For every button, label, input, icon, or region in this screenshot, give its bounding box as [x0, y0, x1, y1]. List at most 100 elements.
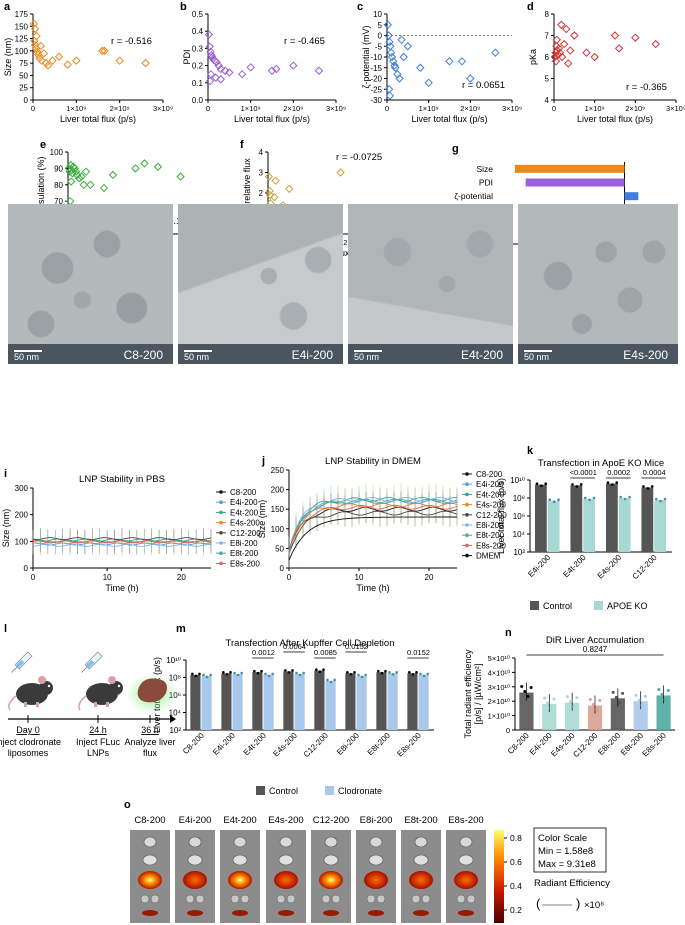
bar — [294, 674, 305, 730]
data-point — [582, 48, 591, 57]
y-tick-label: -15 — [370, 64, 382, 73]
organ-lung — [368, 854, 384, 866]
y-tick-label: 0 — [378, 32, 383, 41]
data-dot — [646, 487, 650, 490]
data-dot — [611, 690, 615, 694]
data-point — [314, 66, 324, 75]
data-point — [561, 24, 571, 34]
scale-bar-label: 50 nm — [14, 352, 40, 362]
y-tick-label: 8 — [545, 10, 550, 19]
y-axis-label: Total radiant efficiency — [463, 649, 473, 738]
y-tick-label: 4 — [545, 96, 550, 105]
tem-label: E4s-200 — [623, 348, 668, 362]
scale-tick-label: 0.2 — [510, 905, 522, 915]
y-tick-label: 10² — [169, 726, 181, 735]
data-point — [176, 172, 185, 181]
panel-letter: b — [180, 1, 187, 13]
organ-kidney — [185, 894, 195, 904]
legend-marker — [465, 513, 469, 517]
correlation-annotation: r = -0.0725 — [336, 152, 382, 163]
data-dot — [650, 485, 654, 488]
data-dot — [364, 673, 367, 677]
p-value-label: 0.0152 — [407, 648, 430, 657]
organ-lung — [413, 854, 429, 866]
y-tick-label: -20 — [370, 75, 382, 84]
bar — [263, 674, 274, 730]
y-tick-label: 5 — [545, 75, 550, 84]
bar — [221, 673, 232, 730]
p-value-label: 0.0012 — [252, 648, 275, 657]
bar — [624, 192, 639, 201]
data-point — [140, 159, 149, 168]
organ-liver — [409, 871, 433, 889]
syringe-fluid — [85, 659, 95, 669]
y-tick-label: 0.3 — [192, 44, 204, 53]
data-point — [206, 69, 216, 79]
y-tick-label: 100 — [15, 537, 29, 546]
data-dot — [302, 671, 305, 675]
ivis-label: E4s-200 — [268, 815, 303, 826]
correlation-annotation: r = -0.365 — [626, 82, 667, 93]
organ-lung — [187, 854, 203, 866]
p-value-label: 0.0002 — [607, 468, 630, 477]
data-point — [614, 44, 624, 53]
legend-marker — [219, 500, 223, 505]
panel-n: n DiR Liver Accumulation 0 1×10¹⁰ 2×10¹⁰ 3×10… — [463, 627, 675, 759]
data-dot — [617, 700, 621, 704]
legend-label: E4s-200 — [476, 501, 506, 510]
ivis-strip — [130, 830, 170, 923]
data-point — [131, 164, 140, 173]
schematic-day: 24 h — [89, 725, 107, 735]
data-dot — [552, 697, 556, 701]
x-tick-label: E4s-200 — [596, 553, 624, 581]
bar — [618, 498, 631, 552]
bar — [314, 670, 325, 730]
panel-j: j LNP Stability in DMEM 0 50 100 150 200 250 0 10… — [257, 455, 507, 593]
data-dot — [523, 690, 527, 694]
data-dot — [619, 495, 623, 499]
y-tick-label: 50 — [19, 71, 28, 80]
scale-bar — [184, 350, 212, 352]
series-line — [288, 498, 458, 554]
data-dot — [357, 673, 360, 677]
data-point — [399, 52, 408, 62]
bar — [565, 702, 580, 730]
data-dot — [552, 500, 556, 504]
data-dot — [591, 703, 595, 707]
legend-marker — [219, 541, 223, 545]
tem-label: E4t-200 — [460, 348, 503, 362]
ivis-strip — [220, 830, 260, 923]
panel-k: k Transfection in ApoE KO Mice 10² 10⁴ 10⁶ 10… — [496, 445, 672, 611]
data-dot — [271, 672, 274, 676]
y-tick-label: 125 — [15, 35, 29, 44]
bar — [583, 498, 596, 552]
organ-lung — [278, 854, 294, 866]
organ-kidney — [195, 894, 205, 904]
series-line — [288, 516, 457, 561]
legend-label: C8-200 — [230, 488, 257, 497]
tem-image: 50 nm E4i-200 — [178, 204, 343, 364]
data-dot — [663, 497, 667, 501]
data-point — [98, 46, 107, 56]
schematic-text: flux — [143, 748, 158, 758]
data-point — [29, 19, 39, 29]
y-tick-label: 1×10¹⁰ — [488, 712, 510, 721]
legend-marker — [219, 510, 223, 515]
data-dot — [575, 696, 579, 700]
data-dot — [526, 695, 530, 699]
data-point — [383, 20, 393, 29]
x-tick-label: 10 — [355, 573, 364, 582]
y-tick-label: 0.2 — [192, 62, 204, 71]
scale-bar-label: 50 nm — [184, 352, 210, 362]
y-tick-label: -30 — [370, 96, 382, 105]
data-point — [225, 68, 234, 77]
data-point — [390, 61, 399, 70]
organ-kidney — [276, 894, 286, 904]
data-dot — [315, 668, 318, 671]
y-tick-label: 250 — [271, 466, 285, 475]
mouse-head — [39, 681, 53, 695]
y-tick-label: -25 — [370, 85, 382, 94]
legend-marker — [465, 492, 469, 497]
x-tick-label: E4i-200 — [211, 731, 237, 757]
data-dot — [422, 674, 426, 678]
